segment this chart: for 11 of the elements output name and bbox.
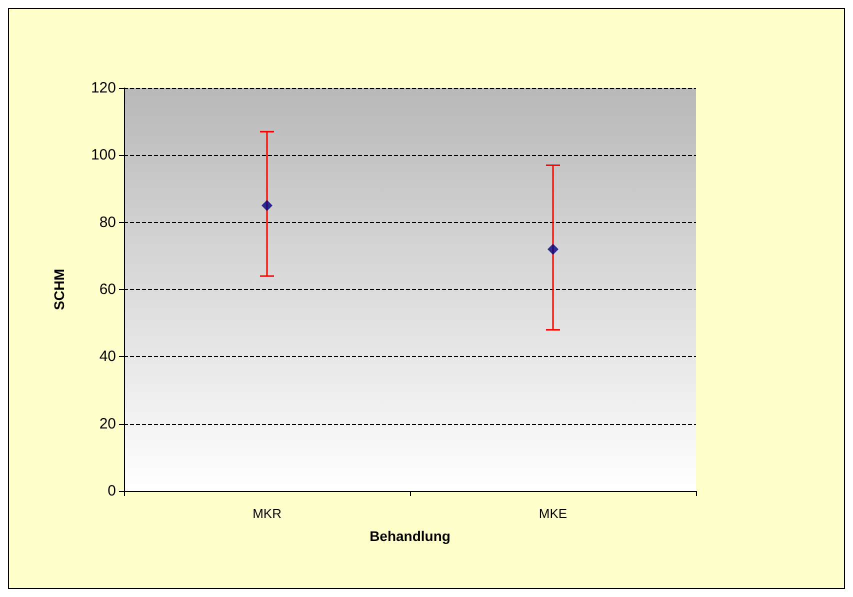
y-tick-label: 80 [99,214,116,231]
y-tick-label: 60 [99,281,116,298]
y-tick-label: 0 [108,482,116,500]
y-axis-title: SCHM [51,268,67,310]
y-tick-label: 20 [99,415,116,432]
x-tick-label: MKE [538,506,568,521]
y-tick-label: 40 [99,348,116,366]
x-tick-label: MKR [252,506,282,521]
x-axis-title: Behandlung [370,528,450,544]
y-tick-label: 100 [90,146,116,164]
y-tick-label: 120 [90,80,116,96]
